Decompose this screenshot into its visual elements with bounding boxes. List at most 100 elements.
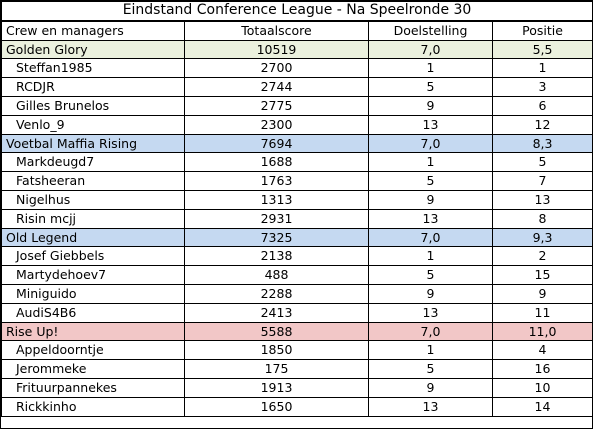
manager-position: 14 bbox=[491, 396, 593, 417]
manager-goal: 9 bbox=[368, 189, 493, 210]
manager-goal: 9 bbox=[368, 95, 493, 116]
manager-goal: 1 bbox=[368, 340, 493, 361]
header-goal: Doelstelling bbox=[368, 20, 493, 41]
manager-position: 10 bbox=[491, 377, 593, 398]
manager-position: 4 bbox=[491, 340, 593, 361]
manager-row: Josef Giebbels 2138 1 2 bbox=[1, 246, 593, 267]
team-total: 10519 bbox=[184, 39, 369, 60]
team-position: 11,0 bbox=[491, 321, 593, 342]
manager-name: Markdeugd7 bbox=[1, 152, 185, 173]
manager-goal: 5 bbox=[368, 359, 493, 379]
manager-position: 16 bbox=[491, 359, 593, 379]
manager-total: 2700 bbox=[184, 58, 369, 79]
manager-name: Risin mcjj bbox=[1, 208, 185, 229]
team-row: Voetbal Maffia Rising 7694 7,0 8,3 bbox=[1, 133, 593, 154]
manager-total: 1650 bbox=[184, 396, 369, 417]
header-crew: Crew en managers bbox=[1, 20, 185, 41]
manager-name: AudiS4B6 bbox=[1, 302, 185, 323]
team-name: Old Legend bbox=[1, 227, 185, 248]
team-total: 7325 bbox=[184, 227, 369, 248]
team-name: Rise Up! bbox=[1, 321, 185, 342]
manager-row: Rickkinho 1650 13 14 bbox=[1, 396, 593, 417]
manager-goal: 9 bbox=[368, 377, 493, 398]
manager-goal: 13 bbox=[368, 208, 493, 229]
manager-goal: 13 bbox=[368, 114, 493, 135]
manager-position: 5 bbox=[491, 152, 593, 173]
manager-position: 15 bbox=[491, 265, 593, 285]
manager-position: 7 bbox=[491, 171, 593, 191]
manager-row: Fatsheeran 1763 5 7 bbox=[1, 171, 593, 191]
team-goal: 7,0 bbox=[368, 39, 493, 60]
team-total: 7694 bbox=[184, 133, 369, 154]
manager-goal: 13 bbox=[368, 396, 493, 417]
manager-total: 2744 bbox=[184, 77, 369, 97]
header-total: Totaalscore bbox=[184, 20, 369, 41]
manager-row: Martydehoev7 488 5 15 bbox=[1, 265, 593, 285]
team-goal: 7,0 bbox=[368, 133, 493, 154]
manager-goal: 13 bbox=[368, 302, 493, 323]
manager-name: Appeldoorntje bbox=[1, 340, 185, 361]
team-goal: 7,0 bbox=[368, 321, 493, 342]
manager-name: Steffan1985 bbox=[1, 58, 185, 79]
header-position: Positie bbox=[491, 20, 593, 41]
manager-total: 2300 bbox=[184, 114, 369, 135]
manager-total: 2413 bbox=[184, 302, 369, 323]
standings-table: Eindstand Conference League - Na Speelro… bbox=[0, 0, 593, 417]
manager-name: Gilles Brunelos bbox=[1, 95, 185, 116]
manager-goal: 1 bbox=[368, 246, 493, 267]
manager-name: Rickkinho bbox=[1, 396, 185, 417]
team-total: 5588 bbox=[184, 321, 369, 342]
header-row: Crew en managers Totaalscore Doelstellin… bbox=[1, 20, 593, 41]
manager-position: 13 bbox=[491, 189, 593, 210]
manager-total: 175 bbox=[184, 359, 369, 379]
manager-name: Josef Giebbels bbox=[1, 246, 185, 267]
team-row: Golden Glory 10519 7,0 5,5 bbox=[1, 39, 593, 60]
manager-position: 1 bbox=[491, 58, 593, 79]
manager-row: Jerommeke 175 5 16 bbox=[1, 359, 593, 379]
manager-total: 2931 bbox=[184, 208, 369, 229]
manager-name: Venlo_9 bbox=[1, 114, 185, 135]
team-position: 5,5 bbox=[491, 39, 593, 60]
manager-row: Appeldoorntje 1850 1 4 bbox=[1, 340, 593, 361]
manager-total: 1763 bbox=[184, 171, 369, 191]
manager-name: Miniguido bbox=[1, 283, 185, 304]
manager-position: 2 bbox=[491, 246, 593, 267]
table-body: Golden Glory 10519 7,0 5,5 Steffan1985 2700 1 1… bbox=[1, 39, 593, 417]
team-name: Golden Glory bbox=[1, 39, 185, 60]
manager-row: RCDJR 2744 5 3 bbox=[1, 77, 593, 97]
manager-row: Frituurpannekes 1913 9 10 bbox=[1, 377, 593, 398]
team-row: Old Legend 7325 7,0 9,3 bbox=[1, 227, 593, 248]
team-name: Voetbal Maffia Rising bbox=[1, 133, 185, 154]
manager-total: 1913 bbox=[184, 377, 369, 398]
manager-total: 2288 bbox=[184, 283, 369, 304]
manager-total: 2775 bbox=[184, 95, 369, 116]
manager-row: Risin mcjj 2931 13 8 bbox=[1, 208, 593, 229]
team-goal: 7,0 bbox=[368, 227, 493, 248]
manager-position: 8 bbox=[491, 208, 593, 229]
manager-name: Nigelhus bbox=[1, 189, 185, 210]
manager-name: Martydehoev7 bbox=[1, 265, 185, 285]
manager-goal: 9 bbox=[368, 283, 493, 304]
manager-row: AudiS4B6 2413 13 11 bbox=[1, 302, 593, 323]
manager-row: Markdeugd7 1688 1 5 bbox=[1, 152, 593, 173]
manager-goal: 5 bbox=[368, 77, 493, 97]
manager-row: Steffan1985 2700 1 1 bbox=[1, 58, 593, 79]
manager-position: 9 bbox=[491, 283, 593, 304]
manager-total: 1313 bbox=[184, 189, 369, 210]
manager-position: 12 bbox=[491, 114, 593, 135]
team-position: 9,3 bbox=[491, 227, 593, 248]
manager-row: Nigelhus 1313 9 13 bbox=[1, 189, 593, 210]
manager-name: Frituurpannekes bbox=[1, 377, 185, 398]
manager-row: Miniguido 2288 9 9 bbox=[1, 283, 593, 304]
manager-row: Venlo_9 2300 13 12 bbox=[1, 114, 593, 135]
manager-row: Gilles Brunelos 2775 9 6 bbox=[1, 95, 593, 116]
manager-goal: 5 bbox=[368, 171, 493, 191]
manager-position: 6 bbox=[491, 95, 593, 116]
manager-name: RCDJR bbox=[1, 77, 185, 97]
manager-name: Jerommeke bbox=[1, 359, 185, 379]
manager-name: Fatsheeran bbox=[1, 171, 185, 191]
manager-total: 488 bbox=[184, 265, 369, 285]
team-position: 8,3 bbox=[491, 133, 593, 154]
manager-total: 1688 bbox=[184, 152, 369, 173]
manager-position: 3 bbox=[491, 77, 593, 97]
